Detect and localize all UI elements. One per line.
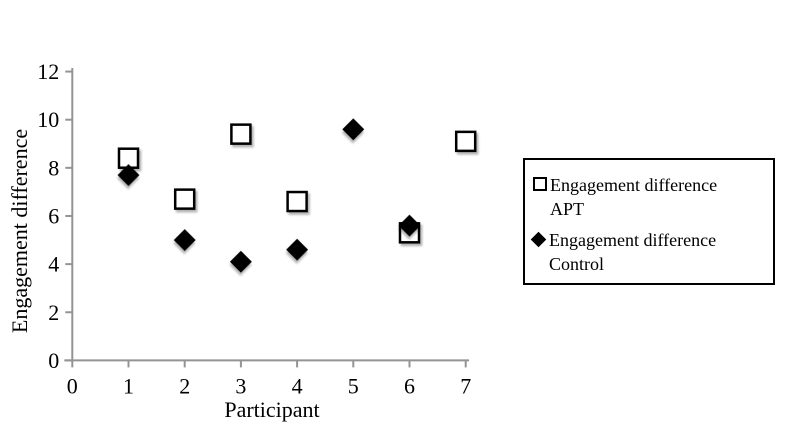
x-tick-label: 7	[460, 373, 471, 398]
y-tick-label: 0	[48, 348, 59, 373]
y-tick-label: 4	[48, 252, 59, 277]
data-point-control	[173, 229, 196, 252]
x-tick-label: 2	[179, 373, 190, 398]
x-axis-title: Participant	[224, 397, 320, 422]
data-point-apt	[286, 190, 308, 213]
data-point-control	[117, 164, 140, 187]
data-point-apt	[230, 123, 252, 145]
x-tick-label: 3	[235, 373, 246, 398]
x-tick-label: 6	[404, 373, 415, 398]
y-axis-title: Engagement difference	[7, 128, 32, 334]
data-point-control	[229, 250, 252, 273]
y-tick-label: 12	[37, 59, 59, 84]
data-point-control	[342, 118, 365, 141]
legend-entry-control: Engagement difference Control	[530, 228, 773, 276]
x-tick-label: 4	[292, 373, 303, 398]
x-tick-label: 0	[67, 373, 78, 398]
legend-entry-apt: Engagement difference APT	[533, 173, 773, 221]
x-tick-label: 5	[348, 373, 359, 398]
legend-label-apt: Engagement difference APT	[550, 175, 718, 219]
legend-box: Engagement difference APT Engagement dif…	[523, 158, 775, 285]
data-point-apt	[454, 130, 477, 153]
data-point-apt	[173, 188, 196, 210]
filled-diamond-icon	[530, 231, 547, 250]
data-point-control	[286, 238, 309, 261]
y-tick-label: 2	[48, 300, 59, 325]
y-tick-label: 10	[37, 107, 59, 132]
data-point-control	[398, 214, 421, 237]
open-square-icon	[533, 177, 547, 196]
x-tick-label: 1	[123, 373, 134, 398]
legend-label-control: Engagement difference Control	[549, 230, 717, 274]
y-tick-label: 6	[48, 203, 59, 228]
y-tick-label: 8	[48, 155, 59, 180]
